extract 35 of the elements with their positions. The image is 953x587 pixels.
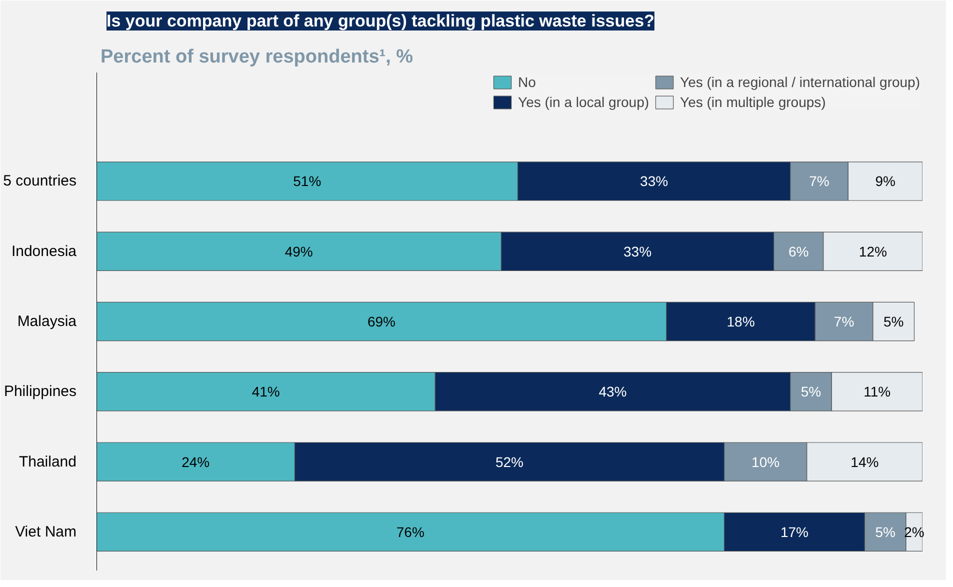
data-label: 5% xyxy=(875,524,896,540)
data-label: 5% xyxy=(883,314,904,330)
y-tick-label: Philippines xyxy=(4,383,76,400)
data-label: 9% xyxy=(875,173,896,190)
legend-label: Yes (in a regional / international group) xyxy=(680,74,920,90)
data-label: 52% xyxy=(495,454,524,470)
data-label: 17% xyxy=(780,524,808,540)
data-label: 7% xyxy=(809,173,830,190)
data-label: 33% xyxy=(624,243,652,260)
data-label: 14% xyxy=(850,454,879,470)
data-label: 24% xyxy=(182,454,210,470)
chart-subtitle: Percent of survey respondents¹, % xyxy=(100,46,414,68)
data-label: 69% xyxy=(367,314,396,330)
data-label: 33% xyxy=(640,173,668,190)
data-label: 12% xyxy=(858,243,887,260)
y-tick-label: 5 countries xyxy=(3,172,76,190)
y-tick-label: Malaysia xyxy=(17,313,78,330)
data-label: 7% xyxy=(834,314,854,330)
data-label: 18% xyxy=(726,314,755,330)
data-label: 6% xyxy=(788,243,809,260)
data-label: 43% xyxy=(598,384,627,400)
y-tick-label: Thailand xyxy=(18,453,77,470)
data-label: 11% xyxy=(864,384,891,400)
chart-title: Is your company part of any group(s) tackling plastic waste issues? xyxy=(106,12,654,30)
data-label: 51% xyxy=(293,173,322,190)
legend-label: No xyxy=(518,74,537,90)
data-label: 5% xyxy=(800,384,822,400)
y-tick-label: Indonesia xyxy=(11,242,78,260)
data-label: 41% xyxy=(252,384,280,400)
y-tick-label: Viet Nam xyxy=(15,523,77,540)
legend-label: Yes (in a local group) xyxy=(518,94,650,110)
legend-label: Yes (in multiple groups) xyxy=(680,94,826,110)
data-label: 76% xyxy=(396,524,424,540)
data-label: 49% xyxy=(284,243,313,260)
data-label: 10% xyxy=(752,454,780,470)
